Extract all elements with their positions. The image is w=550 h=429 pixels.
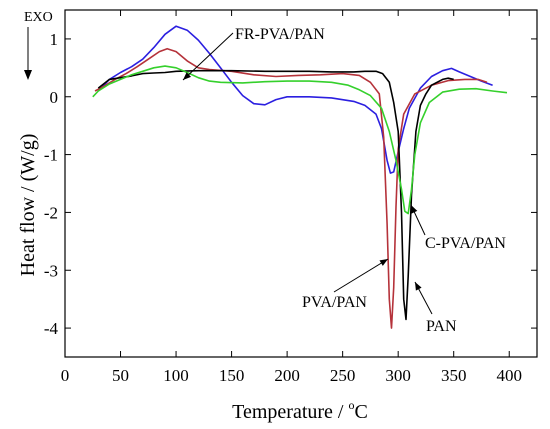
x-tick-label: 50 bbox=[112, 366, 129, 385]
y-tick-label: -2 bbox=[44, 203, 58, 222]
annotation-label: PAN bbox=[426, 318, 457, 335]
annotation-arrow bbox=[182, 32, 234, 81]
y-tick-label: -1 bbox=[44, 146, 58, 165]
x-axis-label: Temperature / oC bbox=[232, 398, 368, 423]
y-tick-label: -3 bbox=[44, 261, 58, 280]
annotation-arrowhead bbox=[411, 205, 418, 214]
annotation-label: PVA/PAN bbox=[302, 294, 367, 311]
x-tick-label: 400 bbox=[496, 366, 522, 385]
annotation-arrowhead bbox=[415, 282, 422, 291]
y-tick-label: 0 bbox=[50, 88, 59, 107]
x-tick-label: 200 bbox=[274, 366, 300, 385]
exo-arrow-head bbox=[24, 70, 32, 80]
series-line-c-pva-pan bbox=[92, 65, 508, 215]
x-tick-label: 350 bbox=[441, 366, 467, 385]
y-axis-label: Heat flow / (W/g) bbox=[17, 134, 39, 277]
x-axis-label-degree: o bbox=[348, 398, 354, 412]
x-tick-label: 150 bbox=[219, 366, 245, 385]
plot-frame bbox=[64, 9, 538, 358]
series-line-fr-pva-pan bbox=[97, 25, 493, 174]
series-line-pva-pan bbox=[94, 47, 488, 329]
exo-label: EXO bbox=[24, 10, 53, 25]
x-axis-label-text: Temperature / bbox=[232, 401, 348, 423]
series-lines bbox=[92, 25, 508, 329]
x-axis-label-unit: C bbox=[354, 401, 367, 423]
x-tick-label: 250 bbox=[330, 366, 356, 385]
x-tick-label: 300 bbox=[385, 366, 411, 385]
y-tick-label: -4 bbox=[44, 319, 59, 338]
annotation-arrowhead bbox=[379, 259, 388, 266]
annotation-arrowhead bbox=[183, 72, 191, 80]
axis-ticks: 0 50 100 150 200 250 300 350 400 1 0 -1 -2 -3 -4 bbox=[44, 10, 537, 385]
annotation-arrow bbox=[333, 258, 389, 293]
annotation-label: FR-PVA/PAN bbox=[235, 26, 325, 43]
y-tick-label: 1 bbox=[50, 30, 59, 49]
x-tick-label: 0 bbox=[61, 366, 70, 385]
x-tick-label: 100 bbox=[163, 366, 189, 385]
annotations: FR-PVA/PAN C-PVA/PAN PVA/PAN PAN bbox=[182, 26, 506, 335]
series-line-pan bbox=[97, 69, 454, 321]
annotation-label: C-PVA/PAN bbox=[425, 235, 506, 252]
